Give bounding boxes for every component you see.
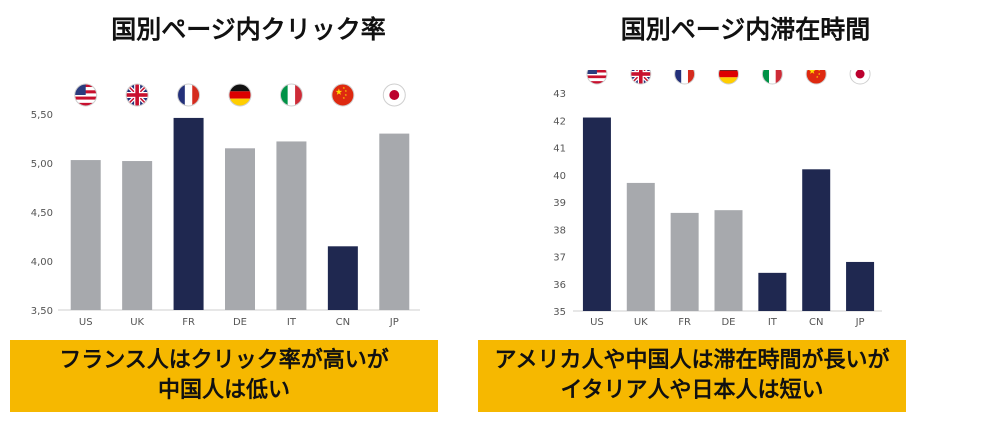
bar-jp xyxy=(846,261,875,311)
us-flag-icon xyxy=(586,70,608,85)
fr-flag-icon xyxy=(177,83,201,107)
dwell-time-caption-line-1: アメリカ人や中国人は滞在時間が長いが xyxy=(494,348,890,373)
y-tick-label: 5,50 xyxy=(31,110,53,121)
bar-uk xyxy=(122,161,153,310)
click-rate-caption: フランス人はクリック率が高いが 中国人は低い xyxy=(10,340,438,412)
y-tick-label: 41 xyxy=(553,144,566,155)
it-flag-icon xyxy=(279,83,303,107)
x-tick-label-it: IT xyxy=(287,317,297,328)
bar-fr xyxy=(670,212,699,311)
y-tick-label: 4,00 xyxy=(31,257,53,268)
y-tick-label: 5,00 xyxy=(31,159,53,170)
bar-jp xyxy=(379,133,410,310)
y-tick-label: 3,50 xyxy=(31,306,53,317)
x-tick-label-fr: FR xyxy=(182,317,195,328)
dwell-time-chart: 35 36 37 38 39 40 41 42 43 US UK FR DE IT CN JP xyxy=(553,70,882,328)
y-tick-label: 38 xyxy=(553,225,566,236)
bar-cn xyxy=(802,169,831,311)
x-tick-label-de: DE xyxy=(233,317,247,328)
y-tick-label: 42 xyxy=(553,116,566,127)
click-rate-title: 国別ページ内クリック率 xyxy=(111,15,386,44)
bar-fr xyxy=(173,117,204,310)
dwell-time-caption-line-2: イタリア人や日本人は短い xyxy=(560,378,824,403)
bar-de xyxy=(225,148,255,310)
x-tick-label-fr: FR xyxy=(678,317,691,328)
x-tick-label-jp: JP xyxy=(855,317,865,328)
y-tick-label: 35 xyxy=(553,307,566,318)
cn-flag-icon xyxy=(805,70,827,85)
bar-uk xyxy=(626,182,655,311)
y-tick-label: 37 xyxy=(553,253,566,264)
y-tick-label: 40 xyxy=(553,171,566,182)
x-tick-label-uk: UK xyxy=(130,317,144,328)
de-flag-icon xyxy=(718,70,739,85)
x-tick-label-us: US xyxy=(79,317,93,328)
bar-de xyxy=(714,210,743,311)
x-tick-label-cn: CN xyxy=(809,317,823,328)
jp-flag-icon xyxy=(382,83,406,107)
click-rate-caption-line-1: フランス人はクリック率が高いが xyxy=(59,348,389,373)
y-tick-label: 39 xyxy=(553,198,566,209)
uk-flag-icon xyxy=(630,70,652,85)
x-tick-label-de: DE xyxy=(721,317,735,328)
click-rate-panel: 国別ページ内クリック率 3,50 4,00 4,50 5,00 5,50 US UK FR DE… xyxy=(10,15,438,412)
bar-us xyxy=(70,160,101,310)
fr-flag-icon xyxy=(674,70,696,85)
dwell-time-title: 国別ページ内滞在時間 xyxy=(620,15,871,44)
click-rate-caption-line-2: 中国人は低い xyxy=(157,378,290,403)
jp-flag-icon xyxy=(849,70,871,85)
bar-cn xyxy=(327,246,358,310)
y-tick-label: 4,50 xyxy=(31,208,53,219)
y-tick-label: 36 xyxy=(553,280,566,291)
bar-us xyxy=(582,117,611,312)
dwell-time-panel: 国別ページ内滞在時間 35 36 37 38 39 40 41 42 43 US UK FR DE IT C… xyxy=(478,0,994,427)
it-flag-icon xyxy=(761,70,783,85)
cn-flag-icon xyxy=(331,83,355,107)
bar-it xyxy=(276,141,307,310)
x-tick-label-us: US xyxy=(590,317,604,328)
dwell-time-caption: アメリカ人や中国人は滞在時間が長いが イタリア人や日本人は短い xyxy=(478,340,906,412)
de-flag-icon xyxy=(228,83,252,107)
click-rate-chart: 3,50 4,00 4,50 5,00 5,50 US UK FR DE IT CN JP xyxy=(31,83,420,328)
us-flag-icon xyxy=(74,83,98,107)
x-tick-label-jp: JP xyxy=(389,317,399,328)
bar-it xyxy=(758,272,787,311)
x-tick-label-uk: UK xyxy=(634,317,648,328)
x-tick-label-cn: CN xyxy=(336,317,350,328)
uk-flag-icon xyxy=(125,83,149,107)
y-tick-label: 43 xyxy=(553,89,566,100)
x-tick-label-it: IT xyxy=(768,317,778,328)
